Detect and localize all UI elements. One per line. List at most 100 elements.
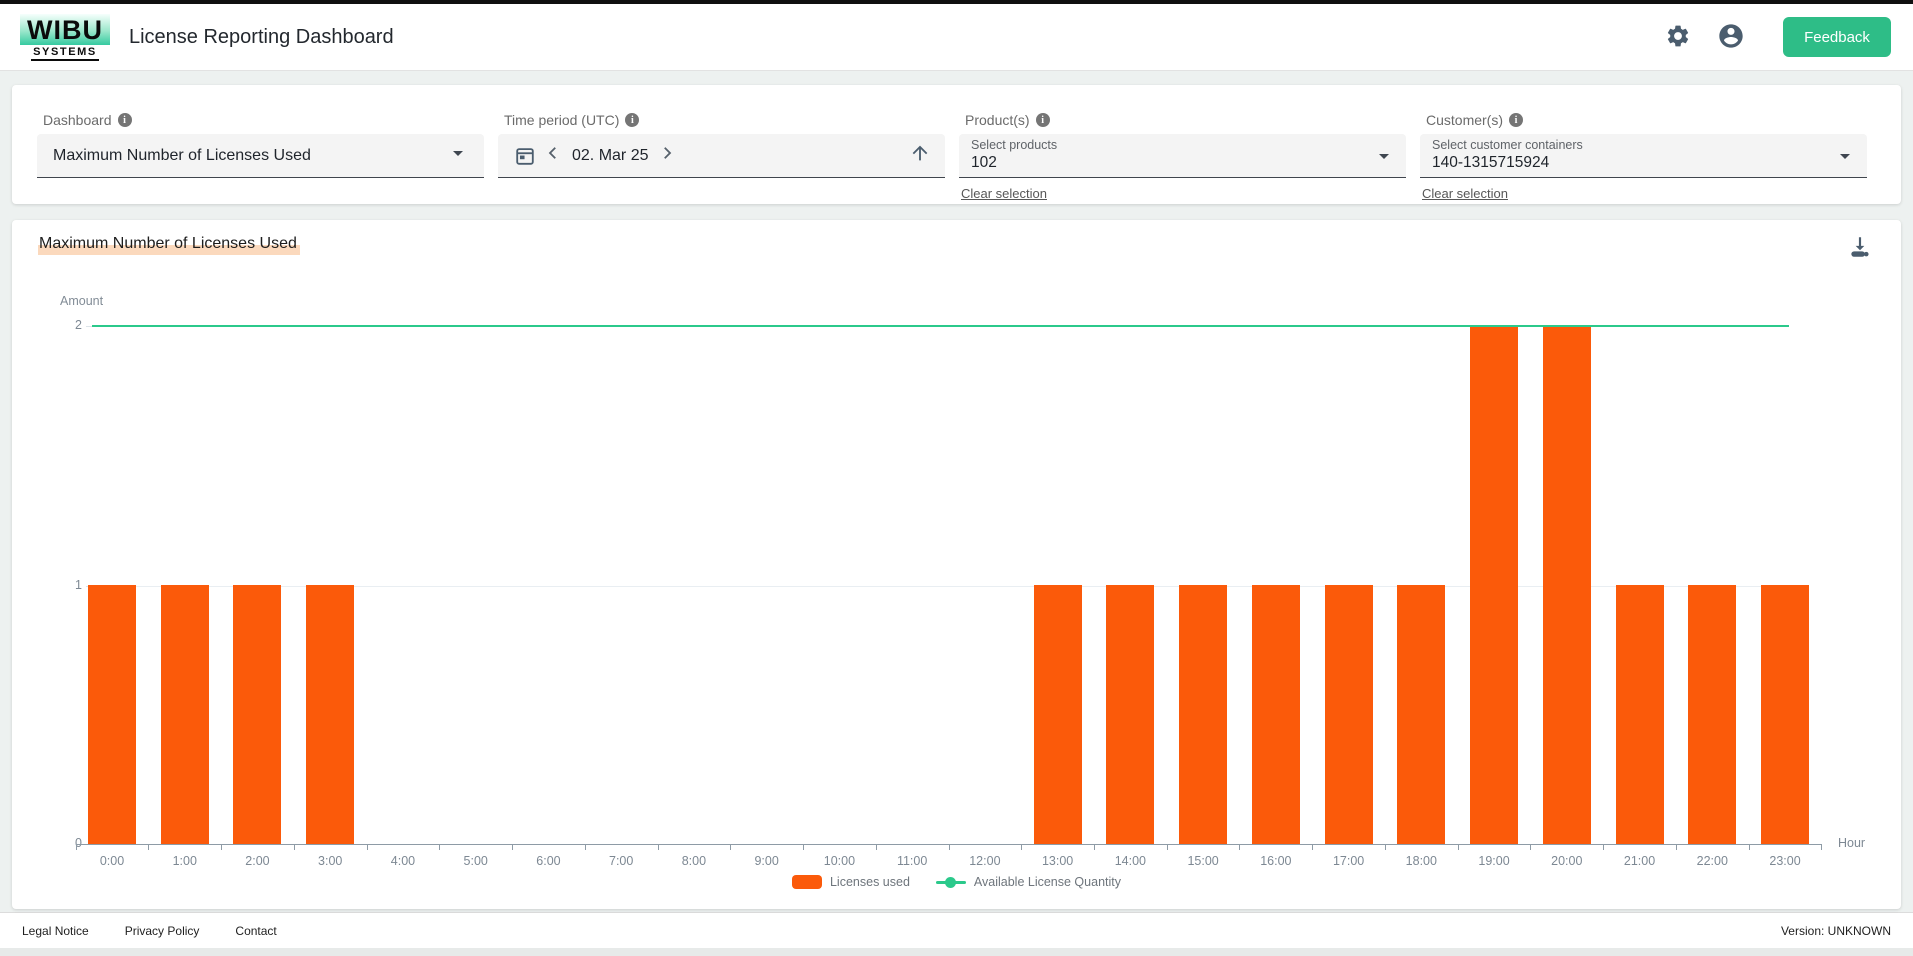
x-tick-label: 7:00 — [609, 854, 634, 868]
chart-title: Maximum Number of Licenses Used — [38, 234, 300, 255]
x-tick-label: 20:00 — [1551, 854, 1583, 868]
filter-group-dashboard: Dashboard i Maximum Number of Licenses U… — [37, 111, 484, 204]
line-swatch-icon — [935, 876, 966, 888]
x-tick-label: 15:00 — [1187, 854, 1219, 868]
bar-0:00 — [88, 585, 136, 844]
calendar-icon[interactable] — [514, 145, 536, 167]
chart-card: Maximum Number of Licenses Used Amount 2… — [12, 220, 1901, 909]
gear-icon — [1665, 23, 1691, 52]
x-tick-label: 11:00 — [896, 854, 928, 868]
bar-13:00 — [1033, 585, 1082, 844]
y-tick-0: 0 — [75, 836, 82, 850]
x-tick-label: 4:00 — [390, 854, 416, 868]
x-tickmark — [1312, 844, 1314, 850]
products-placeholder: Select products — [971, 138, 1058, 153]
bar-16:00 — [1251, 585, 1300, 844]
feedback-button[interactable]: Feedback — [1783, 17, 1891, 57]
x-tick-label: 22:00 — [1696, 854, 1728, 868]
bar-swatch-icon — [791, 875, 822, 889]
x-tick-label: 8:00 — [681, 854, 707, 868]
privacy-policy-link[interactable]: Privacy Policy — [124, 923, 200, 938]
x-tick-label: 10:00 — [823, 854, 856, 868]
dashboard-select[interactable]: Maximum Number of Licenses Used — [37, 134, 484, 178]
products-clear-selection-link[interactable]: Clear selection — [961, 186, 1047, 201]
bar-15:00 — [1179, 585, 1228, 844]
page-title: License Reporting Dashboard — [128, 25, 394, 48]
bottom-strip — [0, 948, 1913, 956]
products-selected-value: 102 — [971, 154, 997, 172]
x-tickmark — [293, 844, 295, 850]
x-tickmark — [875, 844, 877, 850]
y-tick-1: 1 — [75, 578, 82, 592]
x-tickmark — [1166, 844, 1168, 850]
app-footer: Legal Notice Privacy Policy Contact Vers… — [0, 912, 1913, 948]
info-icon[interactable]: i — [117, 113, 132, 127]
x-tickmark — [75, 844, 77, 850]
filter-group-time-period: Time period (UTC) i 02. Mar 25 — [498, 111, 945, 204]
x-tick-label: 16:00 — [1260, 854, 1292, 868]
x-tickmark — [366, 844, 368, 850]
time-period-filter-label: Time period (UTC) i — [504, 111, 945, 129]
filter-group-customers: Customer(s) i Select customer containers… — [1420, 111, 1867, 204]
x-tick-label: 17:00 — [1332, 854, 1365, 868]
time-period-field[interactable]: 02. Mar 25 — [498, 134, 945, 178]
legend-item-licenses-used[interactable]: Licenses used — [791, 875, 910, 889]
account-circle-icon — [1717, 22, 1745, 53]
chevron-down-icon — [446, 141, 470, 170]
bar-21:00 — [1615, 585, 1664, 844]
chevron-down-icon — [1833, 144, 1857, 173]
x-tick-label: 9:00 — [754, 854, 779, 868]
download-icon — [1847, 234, 1873, 263]
x-tickmark — [439, 844, 441, 850]
customers-selected-value: 140-1315715924 — [1432, 154, 1550, 172]
x-tickmark — [1021, 844, 1023, 850]
x-tick-label: 6:00 — [536, 854, 561, 868]
wibu-logo: WIBU SYSTEMS — [20, 13, 110, 61]
legal-notice-link[interactable]: Legal Notice — [22, 923, 89, 938]
y-tick-2: 2 — [75, 318, 82, 332]
arrow-up-icon[interactable] — [909, 142, 931, 169]
version-label: Version: UNKNOWN — [1780, 923, 1891, 938]
x-tick-label: 5:00 — [463, 854, 488, 868]
chevron-left-icon[interactable] — [544, 144, 562, 167]
chevron-down-icon — [1372, 144, 1396, 173]
x-tickmark — [948, 844, 950, 850]
logo-subtext: SYSTEMS — [31, 45, 99, 61]
contact-link[interactable]: Contact — [235, 923, 277, 938]
info-icon[interactable]: i — [1035, 113, 1050, 127]
y-axis-title: Amount — [60, 294, 104, 308]
x-tickmark — [1239, 844, 1241, 850]
x-tickmark — [1675, 844, 1677, 850]
info-icon[interactable]: i — [625, 113, 640, 127]
x-tick-label: 19:00 — [1478, 854, 1510, 868]
x-tick-label: 18:00 — [1405, 854, 1437, 868]
legend-item-available-license-quantity[interactable]: Available License Quantity — [935, 875, 1121, 889]
customers-select[interactable]: Select customer containers 140-131571592… — [1420, 134, 1867, 178]
bar-1:00 — [160, 585, 209, 844]
download-chart-button[interactable] — [1847, 234, 1873, 263]
chevron-right-icon[interactable] — [658, 144, 676, 167]
customers-clear-selection-link[interactable]: Clear selection — [1422, 186, 1508, 201]
x-tick-label: 23:00 — [1769, 854, 1801, 868]
bar-2:00 — [233, 585, 282, 844]
x-tick-label: 13:00 — [1041, 854, 1074, 868]
x-tickmark — [657, 844, 659, 850]
x-tickmark — [1530, 844, 1532, 850]
top-black-bar — [0, 0, 1913, 4]
settings-button[interactable] — [1665, 23, 1691, 52]
info-icon[interactable]: i — [1509, 113, 1524, 127]
x-tickmark — [1748, 844, 1750, 850]
x-tick-label: 21:00 — [1623, 854, 1656, 868]
x-tick-label: 2:00 — [245, 854, 270, 868]
app-header: WIBU SYSTEMS License Reporting Dashboard… — [0, 4, 1913, 71]
customers-filter-label: Customer(s) i — [1426, 111, 1867, 129]
user-account-button[interactable] — [1717, 22, 1745, 53]
bar-20:00 — [1542, 326, 1591, 844]
time-period-value: 02. Mar 25 — [572, 146, 649, 164]
products-select[interactable]: Select products 102 — [959, 134, 1406, 178]
x-tickmark — [1457, 844, 1459, 850]
bar-22:00 — [1688, 585, 1737, 844]
dashboard-selected-value: Maximum Number of Licenses Used — [53, 146, 311, 164]
x-tickmark — [803, 844, 805, 850]
logo-text: WIBU — [20, 13, 110, 45]
